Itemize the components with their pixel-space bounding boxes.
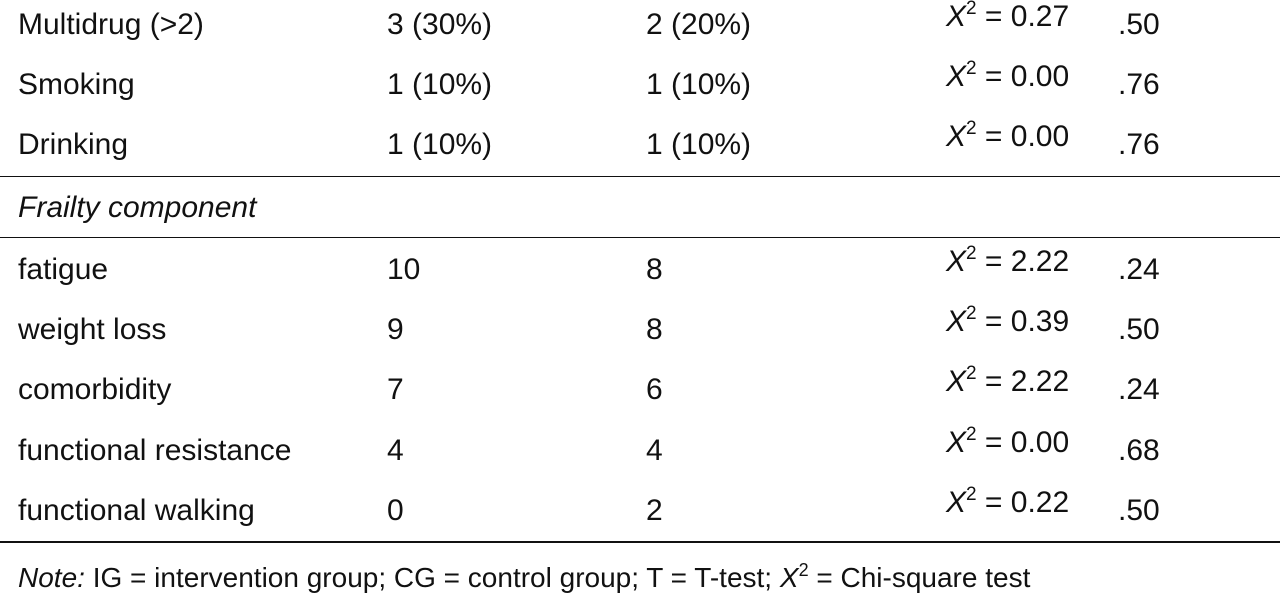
row-label: Drinking [18,128,129,161]
p-value: .24 [1118,373,1160,406]
table-note: Note: IG = intervention group; CG = cont… [18,548,1030,608]
note-label: Note: [18,562,85,593]
ig-value: 4 [387,434,404,467]
ig-value: 9 [387,313,404,346]
section-header-row: Frailty component [0,178,1280,238]
table-row: comorbidity 7 6 X2 = 2.22 .24 [0,360,1280,420]
row-label: Multidrug (>2) [18,8,204,41]
section-divider [0,237,1280,238]
p-value: .50 [1118,494,1160,527]
ig-value: 7 [387,373,404,406]
note-text-end: = Chi-square test [808,562,1031,593]
cg-value: 2 [646,494,663,527]
test-statistic: X2 = 0.39 [946,303,1070,338]
test-statistic: X2 = 0.27 [946,0,1070,33]
cg-value: 6 [646,373,663,406]
table-bottom-rule [0,541,1280,543]
ig-value: 10 [387,253,421,286]
cg-value: 1 (10%) [646,128,752,161]
row-label: weight loss [18,313,167,346]
row-label: Smoking [18,68,135,101]
section-divider [0,176,1280,177]
cg-value: 8 [646,313,663,346]
table-row: Multidrug (>2) 3 (30%) 2 (20%) X2 = 0.27… [0,0,1280,55]
p-value: .50 [1118,313,1160,346]
test-statistic: X2 = 0.22 [946,484,1070,519]
p-value: .24 [1118,253,1160,286]
p-value: .76 [1118,128,1160,161]
table-row: functional walking 0 2 X2 = 0.22 .50 [0,481,1280,541]
section-title: Frailty component [18,191,257,224]
table-row: fatigue 10 8 X2 = 2.22 .24 [0,240,1280,300]
cg-value: 1 (10%) [646,68,752,101]
note-text: IG = intervention group; CG = control gr… [84,562,780,593]
table-row: Drinking 1 (10%) 1 (10%) X2 = 0.00 .76 [0,115,1280,175]
table-row: functional resistance 4 4 X2 = 0.00 .68 [0,421,1280,481]
cg-value: 4 [646,434,663,467]
note-symbol: X [779,562,799,593]
ig-value: 1 (10%) [387,68,493,101]
p-value: .76 [1118,68,1160,101]
p-value: .68 [1118,434,1160,467]
test-statistic: X2 = 0.00 [946,58,1070,93]
ig-value: 3 (30%) [387,8,493,41]
p-value: .50 [1118,8,1160,41]
cg-value: 2 (20%) [646,8,752,41]
table-row: weight loss 9 8 X2 = 0.39 .50 [0,300,1280,360]
test-statistic: X2 = 0.00 [946,424,1070,459]
ig-value: 0 [387,494,404,527]
row-label: comorbidity [18,373,172,406]
test-statistic: X2 = 2.22 [946,243,1070,278]
row-label: functional walking [18,494,255,527]
test-statistic: X2 = 0.00 [946,118,1070,153]
note-sup: 2 [798,560,809,580]
table-row: Smoking 1 (10%) 1 (10%) X2 = 0.00 .76 [0,55,1280,115]
cg-value: 8 [646,253,663,286]
row-label: functional resistance [18,434,292,467]
test-statistic: X2 = 2.22 [946,363,1070,398]
row-label: fatigue [18,253,109,286]
ig-value: 1 (10%) [387,128,493,161]
